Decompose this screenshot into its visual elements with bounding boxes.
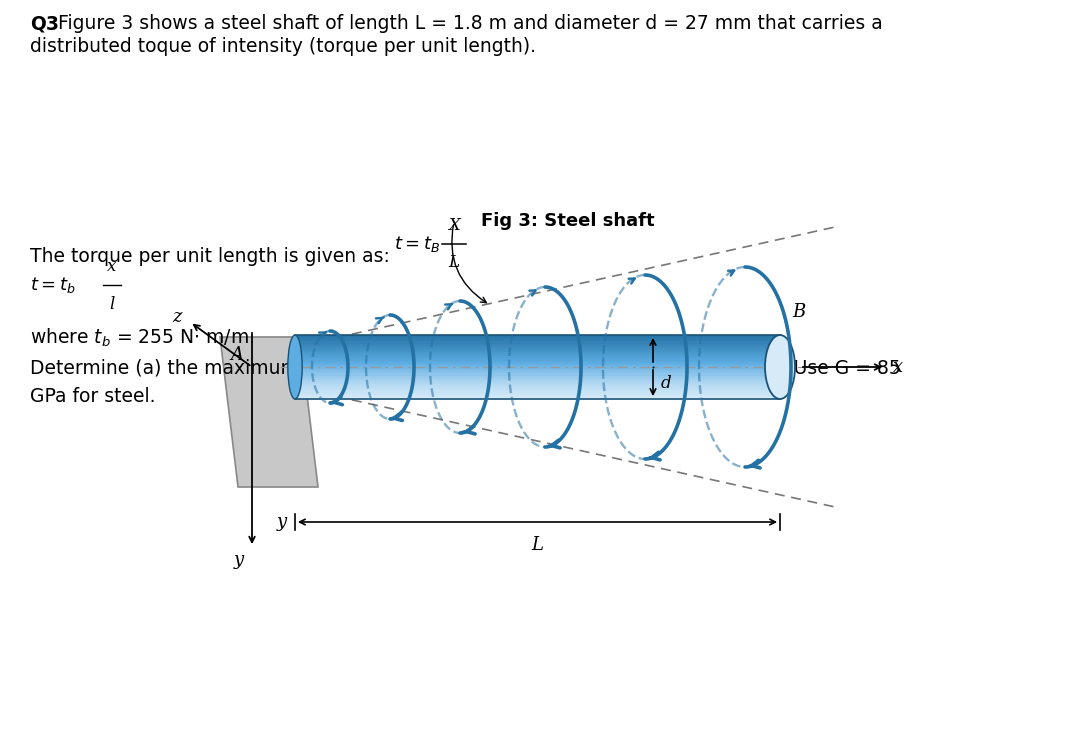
Bar	[295, 335, 780, 337]
Text: Q3: Q3	[30, 14, 59, 33]
Bar	[295, 395, 780, 397]
Bar	[295, 384, 780, 386]
Bar	[295, 378, 780, 380]
Bar	[295, 359, 780, 361]
Bar	[295, 397, 780, 399]
Bar	[295, 380, 780, 382]
Text: x: x	[107, 258, 117, 275]
Bar	[295, 369, 780, 371]
Ellipse shape	[287, 335, 302, 399]
Bar	[295, 361, 780, 363]
Text: A: A	[230, 346, 243, 364]
Bar	[295, 352, 780, 354]
Text: L: L	[448, 254, 459, 271]
Bar	[295, 348, 780, 350]
Text: L: L	[531, 536, 543, 554]
Text: x: x	[893, 358, 903, 376]
Text: $t = t_b$: $t = t_b$	[30, 275, 76, 295]
Bar	[295, 371, 780, 373]
Text: z: z	[173, 308, 183, 326]
Bar	[295, 367, 780, 369]
Bar	[295, 389, 780, 390]
Text: l: l	[109, 296, 114, 313]
Bar	[295, 356, 780, 359]
Bar	[295, 343, 780, 346]
Bar	[295, 376, 780, 378]
Text: where $t_b$ = 255 N$\cdot$ m/m.: where $t_b$ = 255 N$\cdot$ m/m.	[30, 327, 254, 349]
Text: The torque per unit length is given as:: The torque per unit length is given as:	[30, 247, 390, 266]
Text: $t = t_B$: $t = t_B$	[394, 234, 440, 254]
Text: y: y	[234, 551, 244, 569]
Text: d: d	[661, 375, 672, 392]
Text: B: B	[792, 303, 806, 321]
Text: X: X	[448, 217, 460, 234]
Bar	[295, 373, 780, 376]
Bar	[295, 341, 780, 343]
Bar	[295, 390, 780, 392]
Text: GPa for steel.: GPa for steel.	[30, 387, 156, 406]
Bar	[295, 346, 780, 348]
Bar	[295, 382, 780, 384]
Text: Fig 3: Steel shaft: Fig 3: Steel shaft	[481, 212, 654, 230]
Bar	[295, 339, 780, 341]
Bar	[295, 337, 780, 339]
Text: y: y	[276, 513, 287, 531]
Bar	[295, 365, 780, 367]
Bar	[295, 386, 780, 389]
Ellipse shape	[765, 335, 795, 399]
Bar	[295, 350, 780, 352]
Text: distributed toque of intensity (torque per unit length).: distributed toque of intensity (torque p…	[30, 37, 536, 56]
Bar	[295, 354, 780, 356]
Text: Figure 3 shows a steel shaft of length L = 1.8 m and diameter d = 27 mm that car: Figure 3 shows a steel shaft of length L…	[58, 14, 882, 33]
Bar	[295, 392, 780, 395]
Text: Determine (a) the maximum shear stress in the shaft; and (b) the angle of twist.: Determine (a) the maximum shear stress i…	[30, 359, 901, 378]
Polygon shape	[220, 337, 318, 487]
Bar	[295, 363, 780, 365]
